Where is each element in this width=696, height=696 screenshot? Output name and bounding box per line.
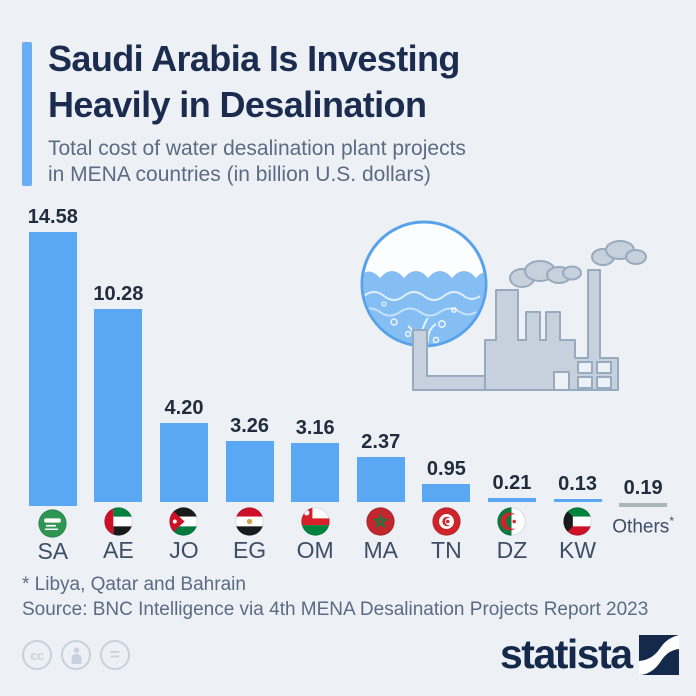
chart-column-sa: 14.58 SA [20,206,86,564]
chart-column-kw: 0.13 KW [545,206,611,564]
others-label: Others* [612,510,674,542]
footnote-asterisk: * [669,513,674,528]
chart-column-jo: 4.20 JO [151,206,217,564]
water-drop-circle-icon [360,220,488,348]
flag-slot [563,505,592,537]
egypt-flag-icon [235,507,264,536]
value-label: 4.20 [164,397,204,420]
statista-logo[interactable]: statista [500,631,679,678]
chart-column-ae: 10.28 AE [86,206,152,564]
page-title-line2: Heavily in Desalination [48,84,427,126]
flag-slot [104,505,133,537]
country-code-label: OM [296,537,334,563]
flag-slot [497,505,527,537]
kuwait-flag-icon [563,507,592,536]
value-label: 0.19 [623,477,663,499]
person-icon [71,646,81,664]
uae-flag-icon [104,507,133,536]
chart-column-eg: 3.26 EG [217,206,283,564]
page-title-line1: Saudi Arabia Is Investing [48,38,460,79]
bar-others [619,503,668,507]
value-label: 10.28 [93,283,144,306]
source-line: Source: BNC Intelligence via 4th MENA De… [22,599,649,620]
chart-column-dz: 0.21 DZ [479,206,545,564]
chart-column-om: 3.16 OM [282,206,348,564]
bar-jo [159,423,208,503]
country-code-label: KW [559,537,597,563]
country-code-label: MA [363,537,399,563]
bar-dz [487,498,536,503]
cc-license-icon[interactable]: cc [22,640,52,670]
bar-sa [28,232,77,506]
desalination-illustration [360,220,647,391]
bar-chart: 14.58 SA 10.28 AE 4.20 [20,206,676,564]
license-row: cc = [22,640,130,670]
page-subtitle-line1: Total cost of water desalination plant p… [48,137,466,160]
flag-slot [366,505,395,537]
jordan-flag-icon [169,507,199,536]
value-label: 3.26 [230,415,270,438]
flag-slot [301,505,330,537]
flag-slot [432,505,461,537]
title-accent-bar [22,42,32,186]
attribution-icon[interactable] [61,640,91,670]
value-label: 0.21 [492,472,532,495]
value-label: 2.37 [361,431,401,454]
equal-license-icon[interactable]: = [100,640,130,670]
page-title: Saudi Arabia Is Investing Heavily in Des… [48,36,460,128]
country-code-label: TN [431,537,462,563]
bar-om [291,443,340,503]
country-code-label: AE [103,537,134,563]
flag-slot [235,505,264,537]
flag-slot [38,509,67,538]
bar-tn [422,484,471,503]
bar-eg [225,441,274,503]
chart-column-ma: 2.37 MA [348,206,414,564]
bar-ma [356,457,405,503]
country-code-label: DZ [496,537,528,563]
chart-column-tn: 0.95 TN [414,206,480,564]
country-code-label: JO [169,537,199,563]
chart-column-others: 0.19 Others* [610,206,676,564]
page-subtitle-line2: in MENA countries (in billion U.S. dolla… [48,163,431,187]
tunisia-flag-icon [432,507,461,536]
footnote: * Libya, Qatar and Bahrain [22,574,246,595]
statista-logo-icon [638,634,679,675]
country-code-label: EG [232,537,267,563]
factory-icon [412,240,647,391]
algeria-flag-icon [497,507,527,536]
oman-flag-icon [301,507,330,536]
bar-kw [553,499,602,503]
page-subtitle: Total cost of water desalination plant p… [48,136,466,189]
value-label: 0.13 [558,473,598,496]
country-code-label: SA [37,538,69,564]
saudi-arabia-flag-icon [38,509,67,538]
bar-ae [94,309,143,503]
value-label: 3.16 [295,417,335,440]
value-label: 14.58 [27,206,78,228]
value-label: 0.95 [426,458,466,481]
flag-slot [169,505,199,537]
statista-wordmark: statista [500,631,633,677]
others-label-text: Others* [612,513,674,538]
morocco-flag-icon [366,507,395,536]
